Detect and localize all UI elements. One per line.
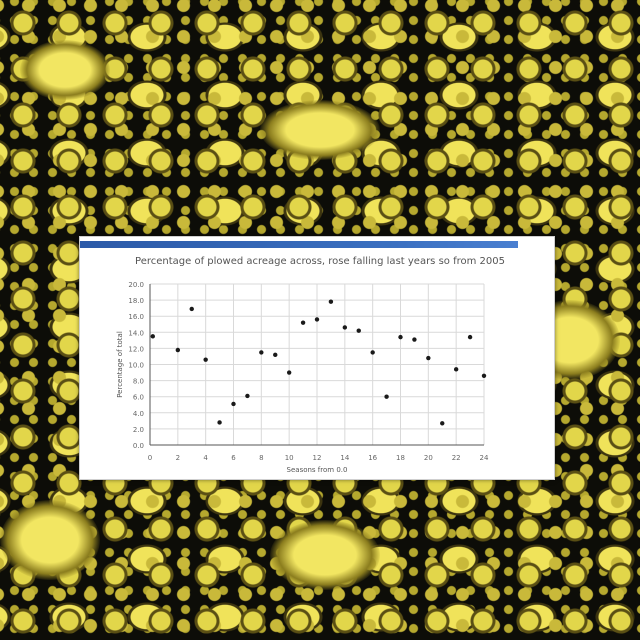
scatter-chart: 0 2 4 6 8 10 12 14 16 18 20 22 240.02.04.06.08.010.0…	[116, 281, 489, 474]
background-blob	[260, 100, 380, 160]
chart-title: Percentage of plowed acreage across, ros…	[135, 256, 505, 267]
x-tick-label: 24	[480, 454, 489, 462]
data-point	[245, 393, 250, 399]
y-tick-label: 18.0	[128, 297, 144, 305]
data-point	[314, 317, 320, 322]
x-tick-label: 2	[176, 454, 180, 462]
x-tick-label: 16	[368, 454, 377, 462]
data-point	[384, 394, 389, 399]
data-point	[356, 328, 361, 333]
y-tick-label: 12.0	[128, 345, 144, 353]
data-point	[259, 350, 264, 355]
data-point	[175, 347, 181, 353]
y-tick-label: 2.0	[133, 426, 144, 434]
data-point	[150, 334, 155, 339]
background-blob	[20, 40, 110, 100]
y-tick-label: 6.0	[133, 394, 144, 402]
data-point	[300, 320, 306, 325]
y-tick-label: 8.0	[133, 378, 144, 386]
y-tick-label: 0.0	[133, 442, 144, 450]
x-tick-label: 0	[148, 454, 152, 462]
x-tick-label: 12	[313, 454, 322, 462]
data-point	[231, 401, 236, 407]
data-point	[453, 367, 459, 372]
data-point	[398, 334, 403, 340]
data-point	[286, 370, 292, 375]
chart-card: Percentage of plowed acreage across, ros…	[79, 236, 555, 480]
y-tick-label: 10.0	[128, 362, 144, 370]
data-point	[273, 352, 278, 358]
chart-header-bar	[80, 241, 518, 248]
x-tick-label: 4	[203, 454, 208, 462]
x-tick-label: 8	[259, 454, 263, 462]
background-blob	[0, 500, 100, 580]
x-tick-label: 20	[424, 454, 433, 462]
data-point	[426, 355, 431, 361]
data-point	[203, 357, 208, 362]
x-tick-label: 22	[452, 454, 461, 462]
data-point	[467, 334, 473, 340]
x-tick-label: 14	[340, 454, 349, 462]
data-point	[440, 421, 445, 426]
y-tick-label: 16.0	[128, 313, 144, 321]
background-blob	[270, 520, 380, 590]
data-point	[328, 299, 334, 304]
data-point	[189, 306, 194, 312]
y-tick-label: 14.0	[128, 329, 144, 337]
y-tick-label: 20.0	[128, 281, 144, 289]
x-axis-title: Seasons from 0.0	[287, 466, 348, 474]
data-point	[412, 337, 417, 342]
y-tick-label: 4.0	[133, 410, 144, 418]
data-point	[342, 325, 348, 330]
x-tick-label: 10	[285, 454, 294, 462]
y-axis-title: Percentage of total	[116, 331, 124, 398]
data-point	[370, 350, 375, 355]
data-point	[217, 420, 222, 425]
x-tick-label: 6	[231, 454, 236, 462]
x-tick-label: 18	[396, 454, 405, 462]
data-point	[481, 373, 487, 378]
